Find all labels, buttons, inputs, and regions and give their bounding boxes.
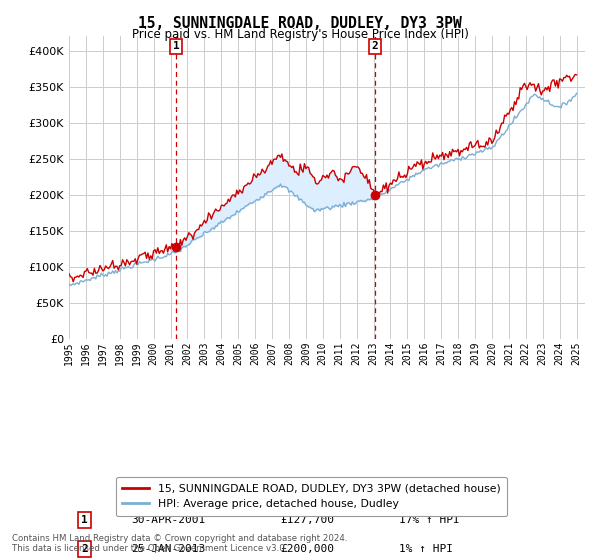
Text: £127,700: £127,700: [281, 515, 335, 525]
Text: 1: 1: [81, 515, 88, 525]
Text: 1% ↑ HPI: 1% ↑ HPI: [399, 544, 453, 554]
Text: 17% ↑ HPI: 17% ↑ HPI: [399, 515, 460, 525]
Text: Contains HM Land Registry data © Crown copyright and database right 2024.
This d: Contains HM Land Registry data © Crown c…: [12, 534, 347, 553]
Legend: 15, SUNNINGDALE ROAD, DUDLEY, DY3 3PW (detached house), HPI: Average price, deta: 15, SUNNINGDALE ROAD, DUDLEY, DY3 3PW (d…: [116, 477, 507, 516]
Text: 30-APR-2001: 30-APR-2001: [131, 515, 205, 525]
Text: 2: 2: [81, 544, 88, 554]
Text: Price paid vs. HM Land Registry's House Price Index (HPI): Price paid vs. HM Land Registry's House …: [131, 28, 469, 41]
Text: 25-JAN-2013: 25-JAN-2013: [131, 544, 205, 554]
Text: 1: 1: [173, 41, 179, 52]
Text: £200,000: £200,000: [281, 544, 335, 554]
Text: 15, SUNNINGDALE ROAD, DUDLEY, DY3 3PW: 15, SUNNINGDALE ROAD, DUDLEY, DY3 3PW: [138, 16, 462, 31]
Text: 2: 2: [371, 41, 378, 52]
